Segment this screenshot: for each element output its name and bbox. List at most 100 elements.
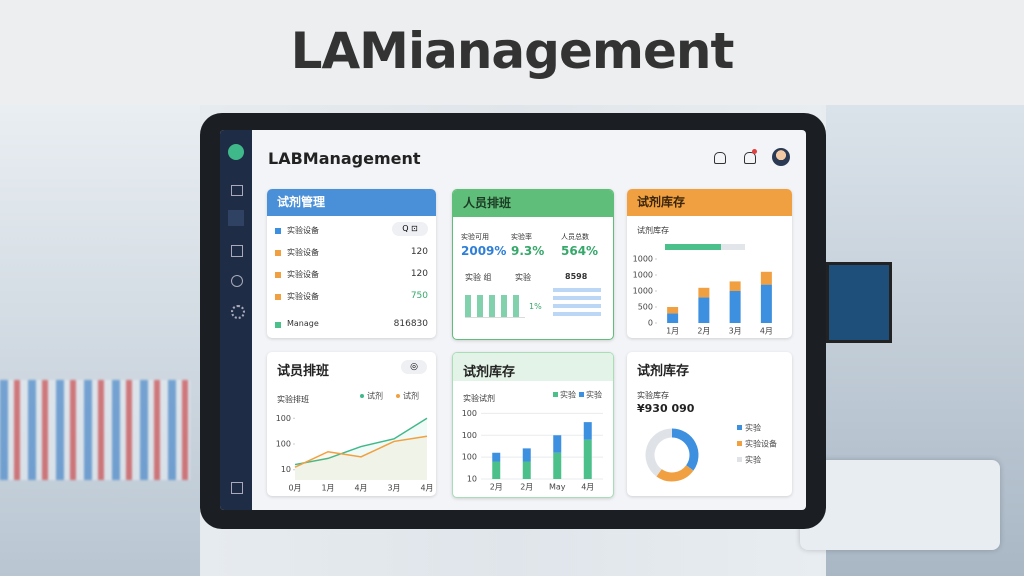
row-value: 816830 (393, 319, 428, 329)
row-label: 实验设备 (287, 270, 319, 279)
sub-label: 8598 (565, 272, 588, 281)
y-tick-label: 0 (648, 319, 653, 328)
stat-value: 2009% (461, 244, 507, 258)
legend-swatch (579, 392, 584, 397)
mini-chart (465, 295, 525, 318)
y-tick-label: 10 (281, 465, 291, 474)
stat-value: 564% (561, 244, 599, 258)
card-title: 试剂库存 (637, 364, 690, 379)
test-tubes (0, 380, 190, 480)
nav-lab[interactable] (228, 210, 244, 226)
x-tick-label: 0月 (288, 484, 301, 493)
nav-stats[interactable] (231, 275, 243, 287)
nav-logout[interactable] (231, 482, 243, 494)
card-header: 试剂管理 (267, 189, 436, 216)
background-left (0, 105, 200, 576)
legend-dot (396, 394, 400, 398)
bar (522, 461, 531, 479)
line-chart: 10 100 100 0月 1月 4月 3月 4月 试剂 试剂 (276, 391, 434, 493)
nav-home[interactable] (231, 185, 243, 196)
legend-label: 试剂 (403, 391, 419, 401)
amount: ¥930 090 (637, 402, 695, 415)
logo[interactable] (228, 144, 244, 160)
stat-label: 人员总数 (561, 233, 589, 241)
card-subtitle: 实验试剂 (463, 394, 495, 403)
bar (729, 281, 741, 291)
sub-label: 实验 组 (465, 273, 492, 282)
card-button[interactable]: ◎ (401, 360, 427, 374)
donut-slice (656, 465, 694, 482)
legend-dot (360, 394, 364, 398)
bar (698, 297, 710, 323)
app-title: LABManagement (268, 149, 421, 168)
progress-fill (665, 244, 721, 250)
card-stock-2: 试剂库存 实验试剂 10 100 100 100 2月 2月 May 4月 实验 实验 (452, 352, 614, 498)
legend-label: 实验 (745, 423, 761, 433)
card-header: 试剂库存 (627, 189, 792, 216)
x-tick-label: May (549, 483, 566, 492)
analyzer (800, 460, 1000, 550)
legend-label: 实验 (745, 455, 761, 465)
legend-label: 试剂 (367, 391, 383, 401)
y-tick-label: 1000 (633, 287, 653, 296)
x-tick-label: 1月 (666, 327, 679, 336)
row-value: 750 (410, 291, 428, 301)
x-tick-label: 4月 (420, 484, 433, 493)
x-tick-label: 2月 (520, 483, 533, 492)
stat-value: 9.3% (511, 244, 545, 258)
bar (522, 448, 531, 462)
card-subtitle: 实验库存 (637, 391, 669, 400)
row-button[interactable]: Q ⊡ (392, 222, 428, 236)
card-subtitle: 实验排班 (277, 395, 309, 404)
y-tick-label: 100 (462, 453, 477, 462)
card-schedule: 试员排班 ◎ 实验排班 10 100 100 0月 1月 4月 3月 4月 试剂 试剂 (267, 352, 436, 496)
bar (583, 439, 592, 479)
legend-swatch (737, 457, 742, 462)
y-tick-label: 100 (276, 440, 291, 449)
bar (667, 307, 679, 314)
x-tick-label: 4月 (354, 484, 367, 493)
y-tick-label: 100 (276, 414, 291, 423)
legend-label: 实验 (586, 390, 602, 400)
x-tick-label: 2月 (697, 327, 710, 336)
y-tick-label: 500 (638, 303, 653, 312)
bar (760, 284, 772, 323)
nav-reports[interactable] (231, 245, 243, 257)
x-tick-label: 3月 (729, 327, 742, 336)
bell-icon[interactable] (744, 152, 756, 164)
x-tick-label: 4月 (581, 483, 594, 492)
avatar[interactable] (772, 148, 790, 166)
bar (553, 435, 562, 453)
legend-swatch (553, 392, 558, 397)
bar (760, 271, 772, 285)
card-reagents: 试剂管理 实验设备 Q ⊡ 实验设备 120 实验设备 120 实验设备 750 Manage 8… (267, 189, 436, 338)
card-header-bg (453, 353, 613, 381)
row-label: Manage (287, 319, 319, 328)
y-tick-label: 10 (467, 475, 477, 484)
row-value: 120 (410, 247, 428, 257)
notify-icon[interactable] (714, 152, 726, 164)
line (294, 417, 428, 466)
legend-label: 实验 (560, 390, 576, 400)
row-label: 实验设备 (287, 248, 319, 257)
line-area (295, 436, 427, 480)
row-label: 实验设备 (287, 226, 319, 235)
y-tick-label: 100 (462, 409, 477, 418)
row-marker (275, 322, 281, 328)
row-marker (275, 294, 281, 300)
row-value: 120 (410, 269, 428, 279)
x-tick-label: 1月 (321, 484, 334, 493)
card-staff: 人员排班 实验可用 2009% 实验率 9.3% 人员总数 564% 实验 组 实验 8598 1… (452, 189, 614, 340)
row-marker (275, 272, 281, 278)
y-tick-label: 1000 (633, 255, 653, 264)
x-tick-label: 2月 (490, 483, 503, 492)
stat-label: 实验可用 (461, 233, 489, 241)
line (294, 435, 428, 468)
bell-dot (752, 149, 757, 154)
nav-settings[interactable] (231, 305, 245, 319)
banner-title: LAMianagement (290, 22, 735, 80)
stacked-bar-chart: 10 100 100 100 2月 2月 May 4月 实验 实验 (462, 390, 603, 492)
badge: 1% (529, 302, 542, 311)
card-subtitle: 试剂库存 (637, 226, 669, 235)
sub-label: 实验 (515, 273, 531, 282)
